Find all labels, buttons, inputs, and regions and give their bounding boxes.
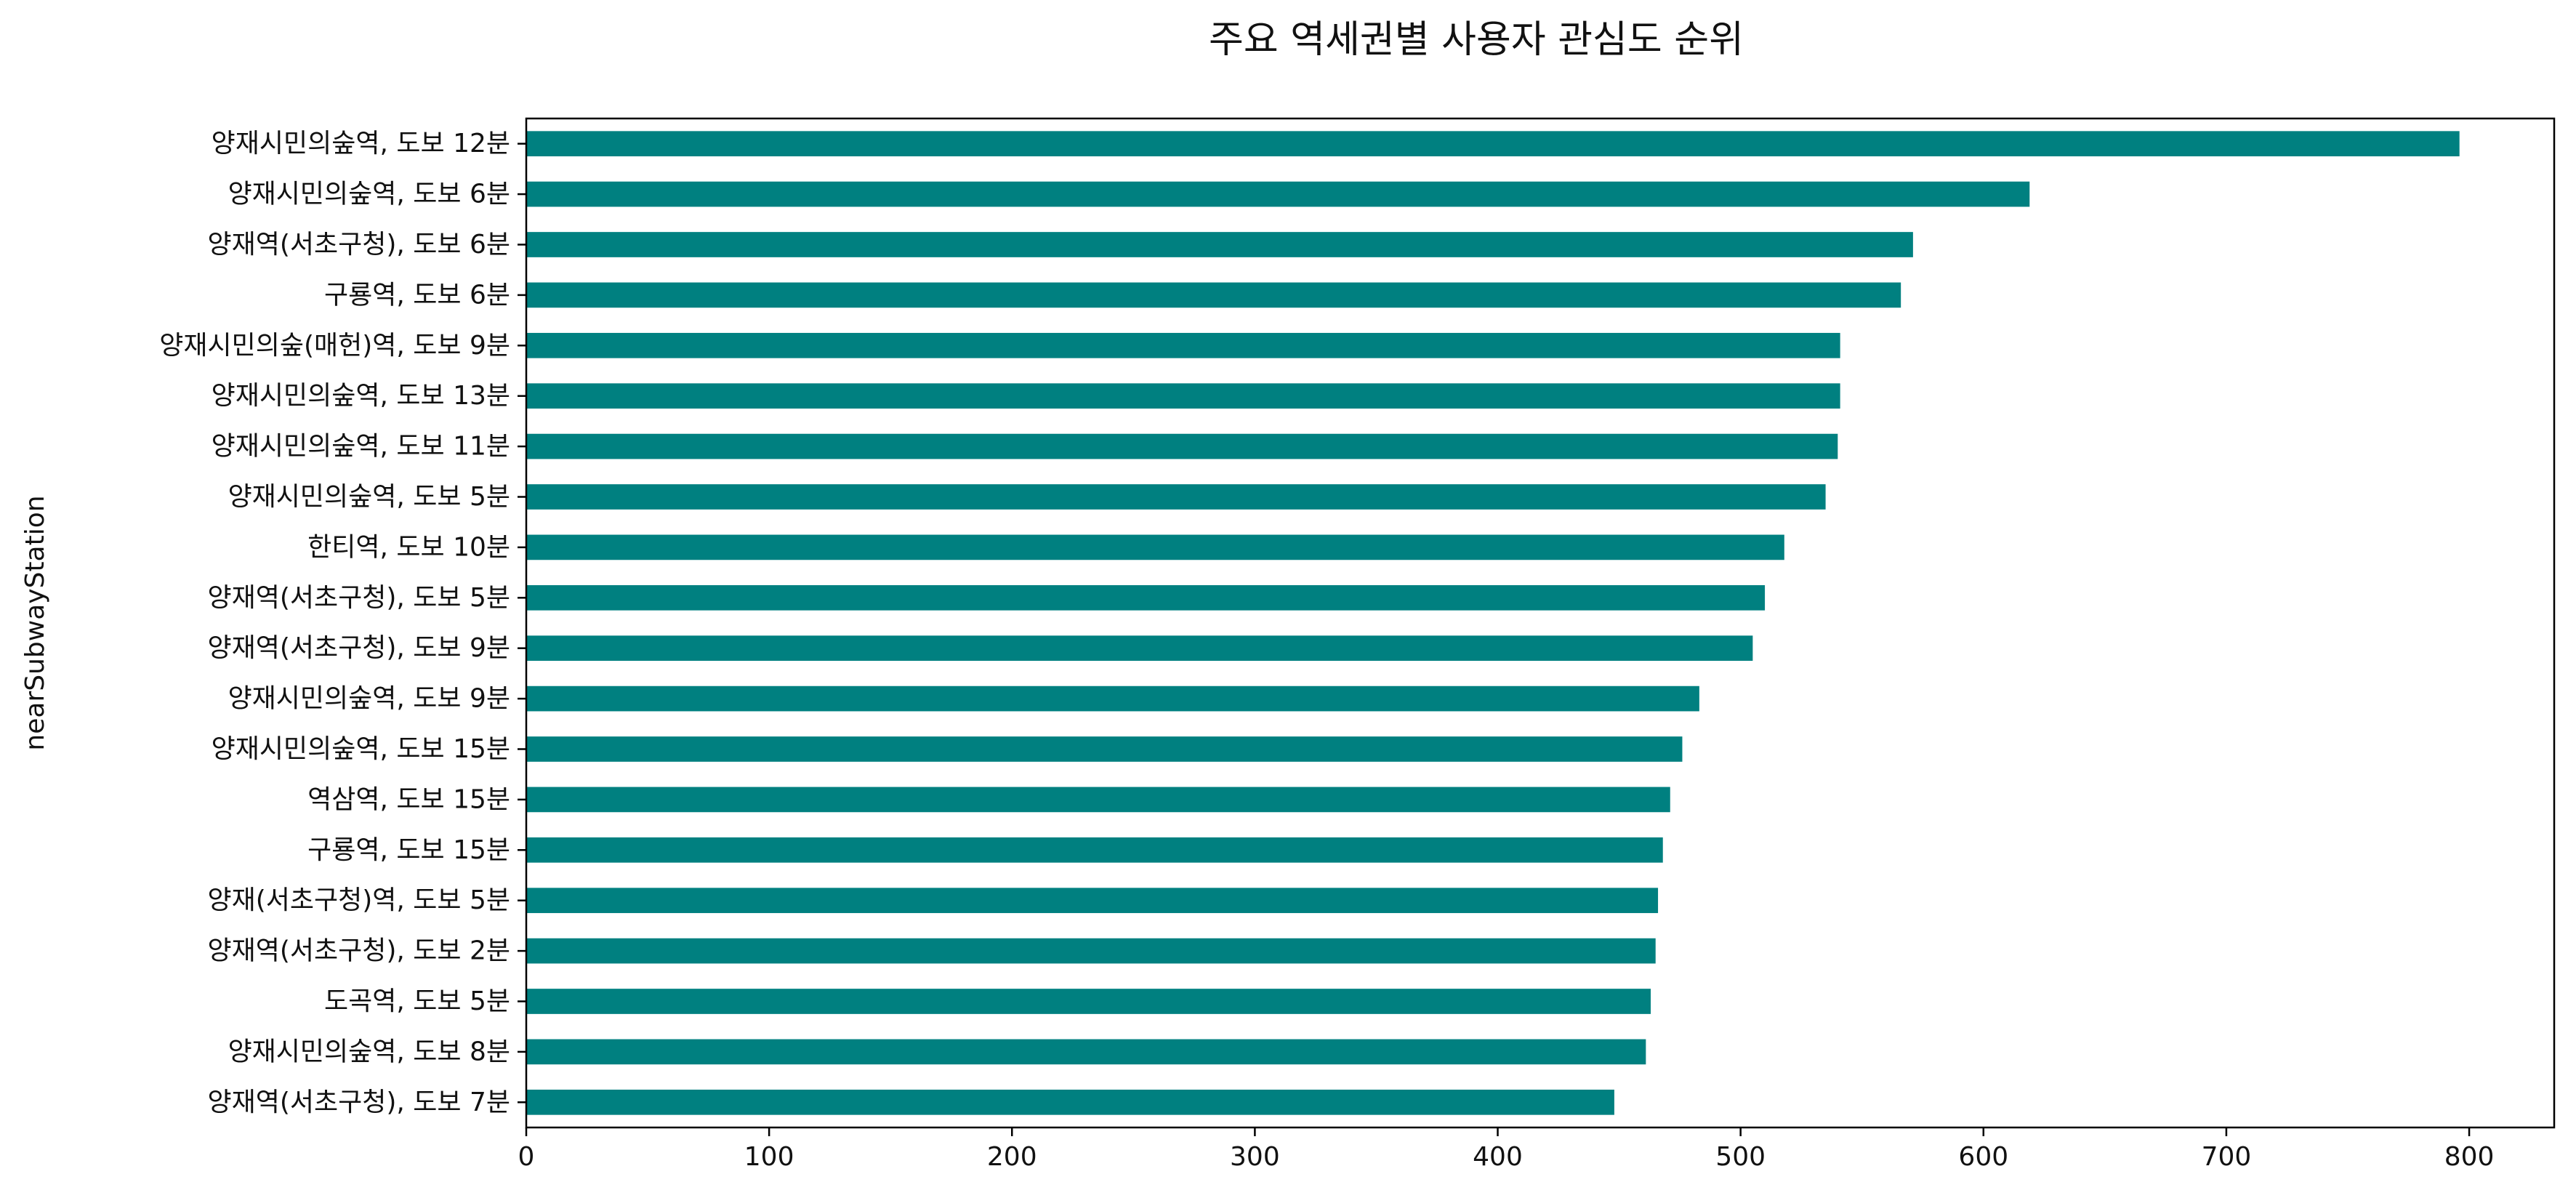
bar	[526, 332, 1840, 358]
bar	[526, 888, 1659, 914]
y-axis-label: nearSubwayStation	[20, 495, 50, 750]
bar	[526, 1089, 1614, 1115]
x-tick-label: 500	[1715, 1142, 1766, 1172]
bar	[526, 383, 1840, 409]
x-tick-label: 700	[2202, 1142, 2252, 1172]
x-axis-ticks: 0 100 200 300 400 500 600 700 800	[518, 1127, 2495, 1172]
y-tick-label: 양재역(서초구청), 도보 7분	[207, 1088, 510, 1117]
y-tick-label: 양재(서초구청)역, 도보 5분	[207, 885, 510, 915]
bar	[526, 282, 1901, 308]
x-tick-label: 0	[518, 1142, 535, 1172]
y-tick-label: 역삼역, 도보 15분	[307, 784, 510, 814]
y-tick-label: 구룡역, 도보 6분	[324, 280, 510, 310]
chart-title: 주요 역세권별 사용자 관심도 순위	[1209, 18, 1744, 62]
x-tick-label: 200	[987, 1142, 1037, 1172]
y-tick-label: 양재시민의숲역, 도보 15분	[212, 734, 510, 764]
y-tick-label: 양재역(서초구청), 도보 2분	[207, 936, 510, 966]
y-tick-label: 양재역(서초구청), 도보 9분	[207, 633, 510, 663]
bar	[526, 232, 1913, 257]
bar	[526, 433, 1838, 459]
bar	[526, 787, 1670, 813]
y-tick-label: 양재역(서초구청), 도보 5분	[207, 583, 510, 613]
bar	[526, 181, 2030, 207]
y-tick-label: 양재역(서초구청), 도보 6분	[207, 230, 510, 260]
bar	[526, 1039, 1646, 1065]
y-tick-label: 양재시민의숲역, 도보 9분	[228, 684, 510, 714]
x-tick-label: 600	[1958, 1142, 2008, 1172]
bar	[526, 686, 1699, 712]
y-tick-label: 양재시민의숲역, 도보 6분	[228, 180, 510, 209]
y-tick-label: 양재시민의숲(매헌)역, 도보 9분	[159, 331, 510, 361]
bar	[526, 584, 1766, 611]
y-tick-label: 양재시민의숲역, 도보 13분	[212, 381, 510, 411]
y-tick-label: 구룡역, 도보 15분	[307, 835, 510, 865]
y-tick-label: 양재시민의숲역, 도보 12분	[212, 129, 510, 158]
y-tick-label: 도곡역, 도보 5분	[324, 986, 510, 1016]
y-tick-label: 한티역, 도보 10분	[307, 532, 510, 562]
bar	[526, 938, 1656, 964]
bar	[526, 131, 2460, 157]
y-tick-label: 양재시민의숲역, 도보 11분	[212, 432, 510, 462]
y-tick-label: 양재시민의숲역, 도보 5분	[228, 482, 510, 512]
plot-frame	[525, 117, 2556, 1129]
y-tick-label: 양재시민의숲역, 도보 8분	[228, 1037, 510, 1066]
bar	[526, 484, 1826, 510]
bar	[526, 989, 1651, 1014]
bar	[526, 534, 1784, 560]
x-tick-label: 800	[2444, 1142, 2495, 1172]
x-tick-label: 400	[1473, 1142, 1523, 1172]
bars-group	[526, 131, 2460, 1115]
bar	[526, 635, 1753, 662]
bar	[526, 736, 1683, 762]
bar	[526, 837, 1663, 863]
x-tick-label: 100	[744, 1142, 794, 1172]
x-tick-label: 300	[1230, 1142, 1280, 1172]
